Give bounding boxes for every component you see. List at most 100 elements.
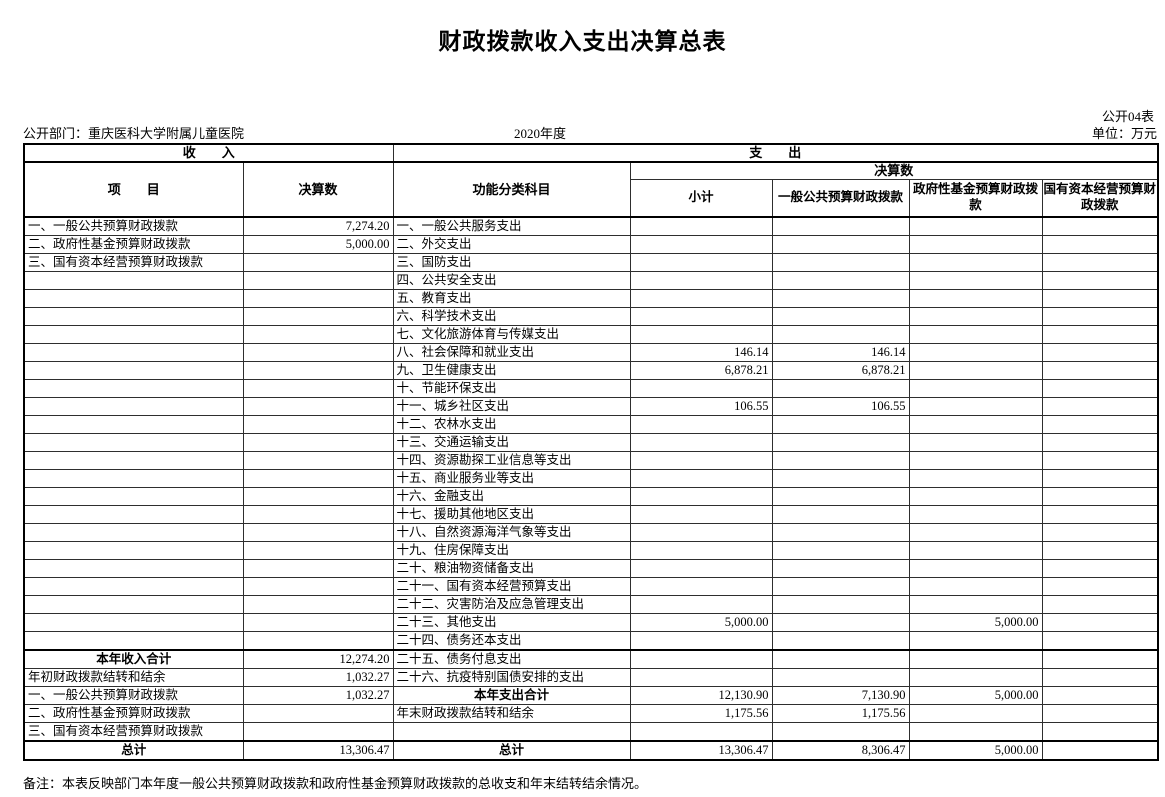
expense-gov-fund-cell: 5,000.00 [908, 613, 1043, 632]
expense-gov-fund-cell [908, 253, 1043, 272]
expense-subtotal-cell [629, 559, 773, 578]
expense-state-capital-cell [1041, 307, 1159, 326]
income-amount-cell [242, 559, 394, 578]
income-item-cell [23, 469, 244, 488]
table-row: 十一、城乡社区支出 106.55 106.55 [23, 397, 1159, 416]
expense-gov-fund-cell [908, 397, 1043, 416]
income-section-header: 收 入 [23, 143, 394, 163]
expense-general-budget-cell: 8,306.47 [771, 740, 910, 761]
expense-item-cell: 二十、粮油物资储备支出 [392, 559, 631, 578]
income-amount-cell [242, 613, 394, 632]
expense-subtotal-cell [629, 487, 773, 506]
income-amount-cell [242, 253, 394, 272]
expense-item-cell: 十四、资源勘探工业信息等支出 [392, 451, 631, 470]
table-row: 五、教育支出 [23, 289, 1159, 308]
expense-gov-fund-cell [908, 523, 1043, 542]
expense-subtotal-cell: 13,306.47 [629, 740, 773, 761]
expense-subtotal-cell [629, 577, 773, 596]
income-item-cell [23, 523, 244, 542]
expense-general-budget-cell: 146.14 [771, 343, 910, 362]
expense-subtotal-cell [629, 271, 773, 290]
table-row: 十七、援助其他地区支出 [23, 505, 1159, 524]
expense-state-capital-cell [1041, 577, 1159, 596]
table-row: 十三、交通运输支出 [23, 433, 1159, 452]
income-amount-cell: 12,274.20 [242, 649, 394, 669]
table-row: 十五、商业服务业等支出 [23, 469, 1159, 488]
expense-gov-fund-cell [908, 271, 1043, 290]
column-header-row-2: 小计 一般公共预算财政拨款 政府性基金预算财政拨款 国有资本经营预算财政拨款 [24, 179, 1159, 218]
expense-subtotal-cell [629, 307, 773, 326]
expense-item-cell: 二十四、债务还本支出 [392, 631, 631, 651]
expense-state-capital-cell [1041, 253, 1159, 272]
income-item-cell [23, 289, 244, 308]
table-row: 二十一、国有资本经营预算支出 [23, 577, 1159, 596]
expense-gov-fund-cell [908, 595, 1043, 614]
expense-item-cell: 二十五、债务付息支出 [392, 649, 631, 669]
expense-general-budget-cell: 106.55 [771, 397, 910, 416]
income-amount-cell [242, 361, 394, 380]
expense-subtotal-cell [629, 451, 773, 470]
expense-general-budget-cell [771, 216, 910, 236]
expense-state-capital-cell [1041, 613, 1159, 632]
expense-general-budget-cell [771, 505, 910, 524]
expense-gov-fund-cell [908, 505, 1043, 524]
expense-subtotal-cell: 6,878.21 [629, 361, 773, 380]
income-item-cell [23, 325, 244, 344]
expense-gov-fund-cell [908, 343, 1043, 362]
col-header-general-public-budget: 一般公共预算财政拨款 [771, 179, 910, 218]
expense-item-cell: 二十三、其他支出 [392, 613, 631, 632]
expense-state-capital-cell [1041, 686, 1159, 705]
expense-general-budget-cell [771, 722, 910, 742]
expense-item-cell: 十七、援助其他地区支出 [392, 505, 631, 524]
table-row: 二十三、其他支出 5,000.00 5,000.00 [23, 613, 1159, 632]
income-item-cell: 三、国有资本经营预算财政拨款 [23, 253, 244, 272]
table-row: 十、节能环保支出 [23, 379, 1159, 398]
expense-item-cell: 五、教育支出 [392, 289, 631, 308]
expense-state-capital-cell [1041, 668, 1159, 687]
income-amount-cell [242, 577, 394, 596]
income-item-cell [23, 595, 244, 614]
expense-item-cell: 十二、农林水支出 [392, 415, 631, 434]
expense-general-budget-cell [771, 379, 910, 398]
column-header-row-1: 项 目 决算数 功能分类科目 决算数 [23, 161, 1159, 218]
expense-gov-fund-cell [908, 325, 1043, 344]
income-item-cell: 二、政府性基金预算财政拨款 [23, 704, 244, 723]
expense-gov-fund-cell [908, 379, 1043, 398]
expense-state-capital-cell [1041, 433, 1159, 452]
expense-item-cell: 十、节能环保支出 [392, 379, 631, 398]
department-label: 公开部门：重庆医科大学附属儿童医院 [23, 126, 245, 141]
expense-general-budget-cell [771, 451, 910, 470]
expense-state-capital-cell [1041, 289, 1159, 308]
income-amount-cell: 7,274.20 [242, 216, 394, 236]
expense-state-capital-cell [1041, 649, 1159, 669]
income-item-cell [23, 361, 244, 380]
footnote: 备注：本表反映部门本年度一般公共预算财政拨款和政府性基金预算财政拨款的总收支和年… [23, 776, 648, 791]
expense-state-capital-cell [1041, 325, 1159, 344]
expense-general-budget-cell [771, 668, 910, 687]
expense-general-budget-cell [771, 235, 910, 254]
expense-subtotal-cell [629, 722, 773, 742]
expense-gov-fund-cell: 5,000.00 [908, 740, 1043, 761]
meta-row: 公开部门：重庆医科大学附属儿童医院 2020年度 单位：万元 [23, 123, 1157, 141]
expense-item-cell: 十六、金融支出 [392, 487, 631, 506]
expense-gov-fund-cell [908, 235, 1043, 254]
expense-state-capital-cell [1041, 271, 1159, 290]
expense-state-capital-cell [1041, 397, 1159, 416]
table-row: 十六、金融支出 [23, 487, 1159, 506]
expense-state-capital-cell [1041, 216, 1159, 236]
expense-gov-fund-cell [908, 649, 1043, 669]
table-row: 本年收入合计 12,274.20 二十五、债务付息支出 [23, 649, 1159, 669]
income-item-cell [23, 487, 244, 506]
expense-gov-fund-cell [908, 469, 1043, 488]
expense-subtotal-cell [629, 469, 773, 488]
unit-label: 单位：万元 [1091, 126, 1157, 141]
expense-general-budget-cell [771, 559, 910, 578]
expense-general-budget-cell [771, 487, 910, 506]
col-header-function-subject: 功能分类科目 [392, 161, 631, 218]
income-amount-cell: 13,306.47 [242, 740, 394, 761]
table-row: 二十四、债务还本支出 [23, 631, 1159, 651]
income-amount-cell [242, 397, 394, 416]
income-item-cell [23, 343, 244, 362]
expense-subtotal-cell [629, 253, 773, 272]
expense-item-cell: 九、卫生健康支出 [392, 361, 631, 380]
